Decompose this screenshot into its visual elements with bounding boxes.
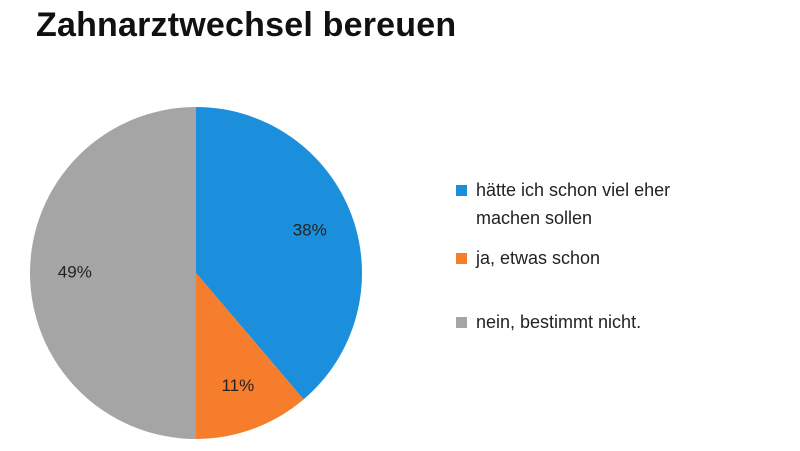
legend-item: nein, bestimmt nicht. xyxy=(456,308,786,336)
legend-label: ja, etwas schon xyxy=(476,248,601,268)
pie-slice xyxy=(30,107,196,439)
legend-swatch-gray xyxy=(456,317,467,328)
pie-slice xyxy=(196,107,362,400)
slice-data-label: 38% xyxy=(293,221,327,240)
pie-slice xyxy=(196,273,304,439)
legend-label: nein, bestimmt nicht. xyxy=(476,312,642,332)
chart-title: Zahnarztwechsel bereuen xyxy=(36,6,457,44)
legend-label: hätte ich schon viel eher machen sollen xyxy=(476,180,671,228)
slice-data-label: 49% xyxy=(58,262,92,281)
legend-swatch-orange xyxy=(456,253,467,264)
legend-item: hätte ich schon viel eher machen sollen xyxy=(456,176,786,232)
slice-data-label: 11% xyxy=(221,376,254,395)
legend-swatch-blue xyxy=(456,185,467,196)
legend-item: ja, etwas schon xyxy=(456,244,786,272)
legend: hätte ich schon viel eher machen sollen … xyxy=(456,176,786,348)
